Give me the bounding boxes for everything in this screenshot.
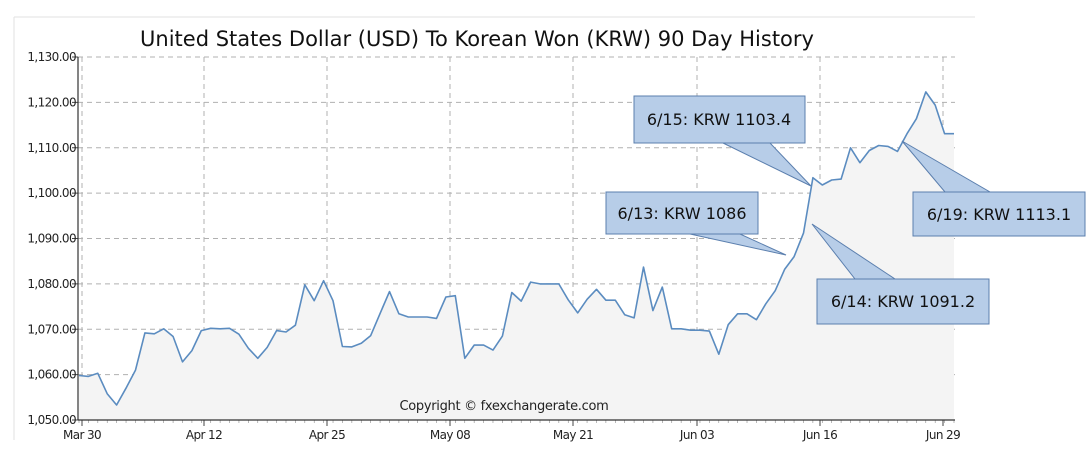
chart-title: United States Dollar (USD) To Korean Won… (140, 27, 814, 51)
annotation-6-14: 6/14: KRW 1091.2 (811, 223, 990, 325)
annotation-label: 6/13: KRW 1086 (618, 204, 747, 223)
y-tick-label: 1,080.00 (27, 277, 76, 291)
x-tick-label: Mar 30 (63, 428, 101, 442)
x-axis: Mar 30 Apr 12 Apr 25 May 08 May 21 Jun 03 Jun … (63, 419, 961, 442)
annotation-label: 6/14: KRW 1091.2 (831, 292, 975, 311)
annotation-6-15: 6/15: KRW 1103.4 (633, 95, 812, 187)
copyright-text: Copyright © fxexchangerate.com (399, 399, 608, 414)
x-tick-label: Apr 12 (186, 428, 222, 442)
annotation-label: 6/19: KRW 1113.1 (927, 205, 1071, 224)
series-line (78, 91, 954, 406)
y-tick-label: 1,050.00 (27, 413, 76, 427)
annotation-pointer (689, 233, 787, 256)
y-tick-label: 1,110.00 (27, 141, 76, 155)
series-area (79, 91, 954, 421)
x-tick-label: May 21 (553, 428, 593, 442)
annotation-box (912, 191, 1086, 237)
y-tick-label: 1,060.00 (27, 368, 76, 382)
x-tick-label: Jun 03 (679, 428, 714, 442)
annotation-pointer (722, 142, 812, 187)
annotation-box (633, 95, 806, 144)
x-tick-label: Jun 16 (802, 428, 837, 442)
annotation-6-13: 6/13: KRW 1086 (605, 191, 787, 256)
x-tick-label: May 08 (430, 428, 470, 442)
annotation-label: 6/15: KRW 1103.4 (647, 110, 791, 129)
y-tick-label: 1,090.00 (27, 232, 76, 246)
y-tick-label: 1,130.00 (27, 50, 76, 64)
annotations: 6/15: KRW 1103.4 6/13: KRW 1086 6/14: KR… (605, 95, 1086, 325)
x-tick-label: Jun 29 (925, 428, 960, 442)
x-tick-label: Apr 25 (309, 428, 345, 442)
y-tick-label: 1,120.00 (27, 95, 76, 109)
y-tick-label: 1,100.00 (27, 186, 76, 200)
y-tick-label: 1,070.00 (27, 322, 76, 336)
y-axis: 1,130.00 1,120.00 1,110.00 1,100.00 1,090.00… (27, 50, 79, 427)
annotation-6-19: 6/19: KRW 1113.1 (901, 140, 1086, 237)
annotation-box (605, 191, 759, 235)
plot-area (78, 91, 954, 421)
annotation-box (816, 278, 990, 325)
